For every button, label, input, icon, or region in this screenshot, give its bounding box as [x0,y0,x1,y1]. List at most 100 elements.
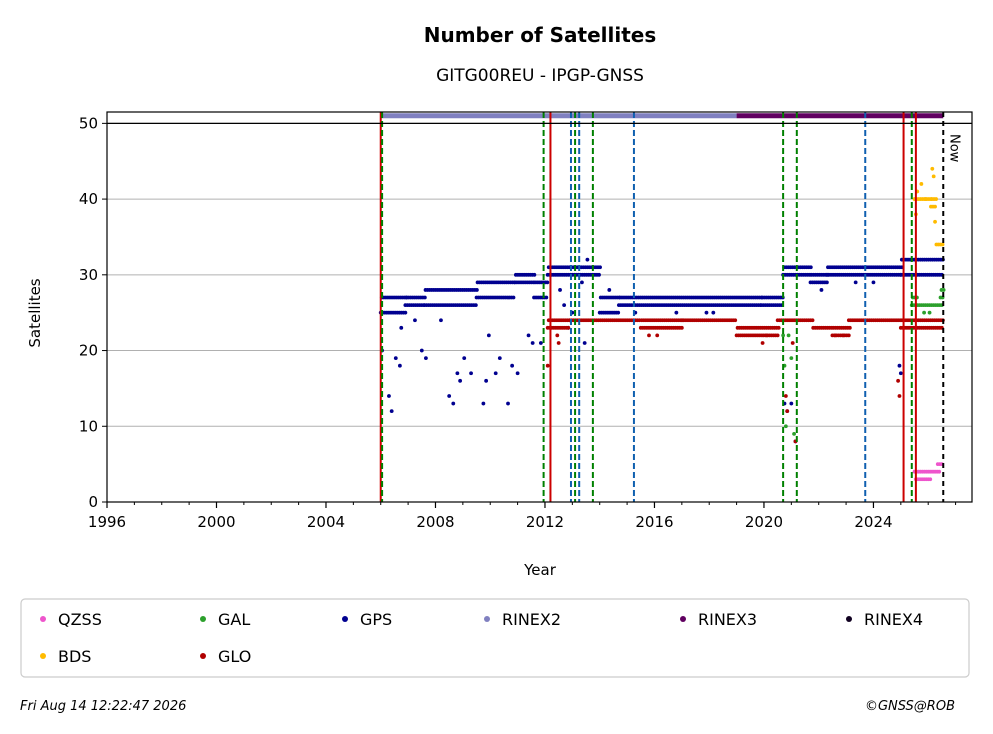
point-gps [597,272,601,277]
legend-marker-bds [40,653,46,659]
point-glo [764,333,769,338]
point-glo [733,318,738,323]
plot-frame [106,111,973,503]
point-gps [538,341,543,345]
point-glo [566,325,571,330]
point-bds [930,166,935,171]
point-gps [497,356,502,361]
point-gps [558,288,562,292]
point-gps [511,295,516,300]
legend-marker-gps [342,616,348,622]
point-bds [923,197,928,201]
legend-marker-gal [200,616,206,622]
point-gps [447,394,452,398]
point-glo [679,325,684,330]
point-gps [403,310,408,315]
point-gps [486,333,491,338]
point-gps [474,288,479,292]
point-gps [393,356,398,361]
point-gal [786,333,791,338]
legend-box [20,598,970,678]
point-gps [580,280,584,285]
legend-label-rinex3: RINEX3 [698,610,757,629]
point-glo [846,333,851,338]
legend-label-gal: GAL [218,610,250,629]
point-gps [897,363,902,368]
footer-timestamp: Fri Aug 14 12:22:47 2026 [20,699,186,714]
legend-label-qzss: QZSS [58,610,102,629]
legend-label-rinex2: RINEX2 [502,610,561,629]
point-glo [555,333,560,338]
point-bds [934,197,938,201]
point-gps [399,325,404,330]
point-gps [389,409,394,414]
point-glo [847,325,852,330]
point-gal [792,431,796,436]
y-tick-label: 30 [79,266,98,284]
point-glo [775,333,780,338]
legend-label-gps: GPS [360,610,392,629]
point-gps [545,280,550,285]
point-qzss [928,477,933,482]
y-axis-label: Satellites [26,278,44,347]
data-points [378,166,946,482]
point-gps [674,310,679,315]
point-gps [387,394,391,398]
point-gps [530,341,535,345]
axes: 0 10 20 30 40 50 1996 2000 2004 2008 2012 2016 2020 2… [79,114,957,531]
point-gps [562,303,567,308]
point-glo [545,363,550,368]
point-gps [469,371,473,376]
point-glo [785,409,790,414]
point-gps [413,318,417,323]
point-gps [424,356,428,361]
point-bds [933,219,937,224]
point-gps [462,356,467,361]
event-lines [379,112,917,502]
x-tick-label: 2020 [745,513,783,531]
point-gps [544,295,549,300]
point-gps [473,303,478,308]
point-gps [419,348,424,353]
x-axis-label: Year [523,561,557,579]
point-gal [789,356,794,361]
point-gal [783,424,788,429]
point-gps [506,401,510,406]
point-glo [833,333,838,338]
point-glo [896,378,900,383]
x-tick-label: 2000 [197,513,235,531]
point-gal [781,333,786,338]
point-gps [515,371,520,376]
legend-marker-qzss [40,616,46,622]
now-label: Now [946,134,961,163]
point-gps [484,378,489,383]
point-gps [532,272,537,277]
legend-marker-rinex3 [680,616,686,622]
point-gps [898,371,903,376]
legend-label-rinex4: RINEX4 [864,610,923,629]
point-gps [853,280,858,285]
point-gps [510,363,515,368]
point-gps [819,288,824,292]
point-glo [897,394,902,398]
point-gps [616,310,621,315]
point-gps [526,333,531,338]
footer-credit: ©GNSS@ROB [865,699,955,714]
point-glo [556,341,561,345]
y-tick-label: 20 [79,342,98,360]
point-gps [711,310,716,315]
point-bds [940,242,945,247]
point-bds [931,174,936,179]
point-gps [458,378,463,383]
point-gps [582,341,587,345]
point-glo [841,333,846,338]
point-gal [941,288,946,292]
legend-label-glo: GLO [218,647,251,666]
point-gps [455,371,460,376]
point-bds [919,182,924,186]
grid-lines [107,122,972,503]
x-tick-label: 2012 [526,513,564,531]
point-glo [783,394,788,398]
point-gps [808,265,813,270]
